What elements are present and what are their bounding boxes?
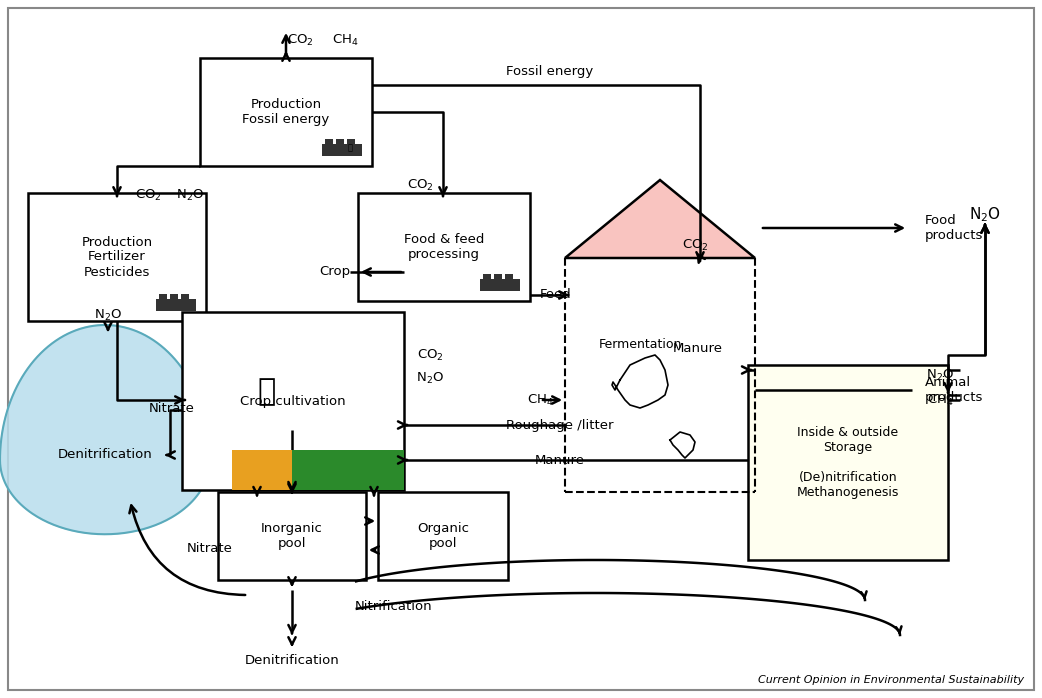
Text: Animal
products: Animal products [925,376,984,404]
Text: N$_2$O: N$_2$O [94,307,122,322]
Bar [170,294,178,303]
Polygon shape [0,325,210,534]
Bar [159,294,167,303]
Text: N$_2$O: N$_2$O [926,367,954,383]
Text: CO$_2$: CO$_2$ [681,237,709,253]
Text: CO$_2$: CO$_2$ [287,32,314,47]
FancyArrowPatch shape [365,517,372,525]
FancyArrowPatch shape [253,487,260,495]
FancyArrowPatch shape [370,487,377,495]
Bar [378,492,508,580]
Text: Denitrification: Denitrification [57,449,152,461]
Bar [232,450,292,490]
FancyArrowPatch shape [440,187,447,196]
Bar [325,139,333,148]
Bar [483,274,491,283]
Bar [336,139,344,148]
Bar [748,365,948,560]
Bar [218,492,366,580]
FancyArrowPatch shape [167,452,175,459]
FancyArrowPatch shape [282,54,290,61]
Text: CH$_4$: CH$_4$ [331,32,358,47]
Text: CO$_2$: CO$_2$ [417,348,443,362]
FancyArrowPatch shape [698,255,704,262]
Polygon shape [565,180,755,258]
Text: Nitrification: Nitrification [355,600,432,613]
Text: Crop: Crop [320,265,350,279]
FancyArrowPatch shape [398,422,407,429]
FancyArrowPatch shape [398,456,407,463]
Text: Inorganic
pool: Inorganic pool [262,522,323,550]
FancyArrowPatch shape [372,547,379,554]
Bar [494,274,502,283]
FancyArrowPatch shape [104,322,111,330]
FancyArrowPatch shape [560,291,568,299]
Text: CH$_4$: CH$_4$ [926,392,953,408]
Text: Production
Fertilizer
Pesticides: Production Fertilizer Pesticides [81,235,152,279]
Text: Nitrate: Nitrate [188,542,233,554]
Text: CO$_2$: CO$_2$ [134,188,162,202]
Text: Feed: Feed [540,288,572,302]
Text: N$_2$O: N$_2$O [969,206,1001,224]
Text: Fossil energy: Fossil energy [506,66,594,78]
Bar [322,144,362,156]
Text: Food
products: Food products [925,214,984,242]
Text: Food & feed
processing: Food & feed processing [404,233,485,261]
FancyArrowPatch shape [944,383,951,393]
FancyArrowPatch shape [742,366,751,373]
Text: Manure: Manure [673,341,723,355]
FancyArrowPatch shape [289,625,296,633]
Text: Crop cultivation: Crop cultivation [241,394,346,408]
Text: Manure: Manure [535,454,585,466]
FancyArrowPatch shape [763,224,902,232]
Text: Fermentation: Fermentation [598,339,681,352]
FancyArrowPatch shape [696,252,703,261]
FancyArrowPatch shape [289,577,296,584]
Bar [182,312,404,490]
Text: CH$_4$: CH$_4$ [526,392,553,408]
Bar [347,139,355,148]
FancyArrowPatch shape [982,225,989,233]
Text: Denitrification: Denitrification [245,653,340,667]
Bar [28,193,206,321]
FancyArrowPatch shape [543,396,560,403]
Text: ⬛: ⬛ [347,144,352,152]
FancyArrowPatch shape [289,482,296,491]
Text: Current Opinion in Environmental Sustainability: Current Opinion in Environmental Sustain… [758,675,1024,685]
FancyArrowPatch shape [129,505,245,595]
FancyArrowPatch shape [175,396,184,403]
FancyArrowPatch shape [114,187,121,196]
Text: N$_2$O: N$_2$O [416,371,444,385]
FancyArrowPatch shape [289,637,296,644]
Text: Organic
pool: Organic pool [417,522,469,550]
Bar [505,274,513,283]
Bar [156,299,196,311]
Text: N$_2$O: N$_2$O [176,188,204,202]
Text: Nitrate: Nitrate [149,401,195,415]
Bar [358,193,530,301]
FancyArrowPatch shape [282,36,290,55]
Bar [181,294,189,303]
FancyArrowPatch shape [364,269,401,276]
FancyArrowPatch shape [982,225,989,233]
Bar [292,450,404,490]
FancyArrowPatch shape [289,484,296,492]
Text: Production
Fossil energy: Production Fossil energy [243,98,329,126]
Text: Roughage /litter: Roughage /litter [506,419,614,431]
Bar [200,58,372,166]
Bar [480,279,520,291]
Text: CO$_2$: CO$_2$ [406,177,433,193]
Text: 🚜: 🚜 [257,378,276,406]
Text: Inside & outside
Storage

(De)nitrification
Methanogenesis: Inside & outside Storage (De)nitrificati… [797,426,899,499]
